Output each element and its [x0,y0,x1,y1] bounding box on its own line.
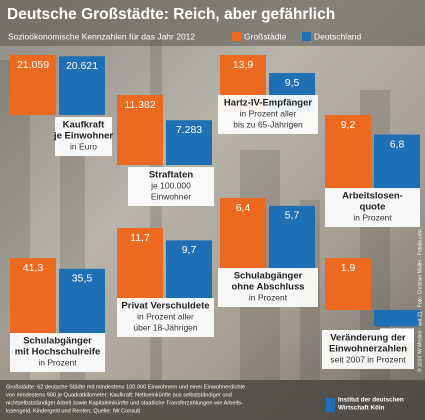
value-label: 9,5 [285,77,300,89]
bar [325,115,371,190]
bar [166,120,212,165]
credit: © 2014 IW Medien · iwd 21 · Foto: Christ… [416,229,423,372]
panel-subtitle: über 18-Jährigen [133,322,198,332]
value-label: 5,7 [285,210,300,222]
header-band [0,0,425,46]
value-label: 9,2 [341,119,356,131]
logo-icon [326,398,335,412]
panel-subtitle: in Prozent [249,292,288,302]
bar [325,258,371,310]
value-label: 41,3 [23,262,44,274]
bar [10,55,56,115]
title: Deutsche Großstädte: Reich, aber gefährl… [7,6,335,23]
bar [117,95,163,165]
footnote: nichtselbstständiger Arbeit sowie Kapita… [6,400,243,406]
value-label: 6,4 [236,202,251,214]
label-box [55,117,112,156]
panel-subtitle: in Prozent aller [137,311,194,321]
value-label: 1,9 [341,262,356,274]
panel-subtitle: in Euro [70,141,97,151]
panel-title: Privat Verschuldete [121,301,209,312]
bar [10,258,56,335]
bar [166,240,212,300]
footnote: Großstädte: 62 deutsche Städte mit minde… [6,384,245,390]
panel-title: quote [360,202,386,213]
panel-subtitle: je 100.000 [150,180,191,190]
value-label: 6,8 [390,138,405,150]
panel-title: Veränderung der [330,333,406,344]
footnote: losengeld, Kindergeld und Renten; Quelle… [6,408,140,414]
panel-title: Arbeitslosen- [342,191,403,202]
panel-title: je Einwohner [53,131,113,142]
legend-label: Großstädte [244,31,287,41]
label-box [322,330,414,369]
label-box [117,298,214,337]
logo-text: Wirtschaft Köln [338,405,385,412]
bar [59,56,105,115]
panel-title: Schulabgänger [23,336,92,347]
bar [269,205,315,270]
panel-title: Hartz-IV-Empfänger [224,98,312,109]
subtitle: Sozioökonomische Kennzahlen für das Jahr… [8,31,195,41]
bar [374,134,420,190]
legend-label: Deutschland [314,31,362,41]
footnote: von mindestens 900 je Quadratkilometer; … [6,392,232,398]
value-label: 9,7 [182,244,197,256]
panel-title: mit Hochschulreife [15,347,101,358]
panel-title: Straftaten [149,170,194,181]
value-label: 20.621 [66,60,98,72]
panel-subtitle: in Prozent aller [240,108,297,118]
footer-band [0,380,425,420]
panel-subtitle: Einwohner [151,191,191,201]
panel-title: Schulabgänger [234,271,303,282]
value-label: 11.382 [124,99,155,111]
label-box [10,333,105,372]
panel-title: Kaufkraft [63,120,106,131]
label-box [218,268,318,307]
bar [374,310,420,327]
panels: Großstädte Deutschland 21.059 20.621 Kaufkra… [10,31,420,372]
panel-subtitle: in Prozent [38,357,77,367]
panel-subtitle: in Prozent [353,212,392,222]
value-label: 13,9 [233,59,254,71]
value-label: 7.283 [176,124,202,136]
value-label: 35,5 [72,273,93,285]
label-box [128,167,214,206]
panel-title: ohne Abschluss [231,282,304,293]
panel-title: Einwohnerzahlen [329,344,407,355]
logo-text: Institut der deutschen [338,397,404,404]
legend-swatch [232,32,241,41]
label-box [218,95,318,134]
label-box [325,188,420,227]
legend-swatch [302,32,311,41]
bar [59,268,105,335]
value-label: 21.059 [17,59,49,71]
bar [220,198,266,270]
panel-subtitle: seit 2007 in Prozent [330,354,406,364]
bar [117,228,163,300]
value-label: 11,7 [130,232,150,244]
panel-subtitle: bis zu 65-Jährigen [233,119,303,129]
